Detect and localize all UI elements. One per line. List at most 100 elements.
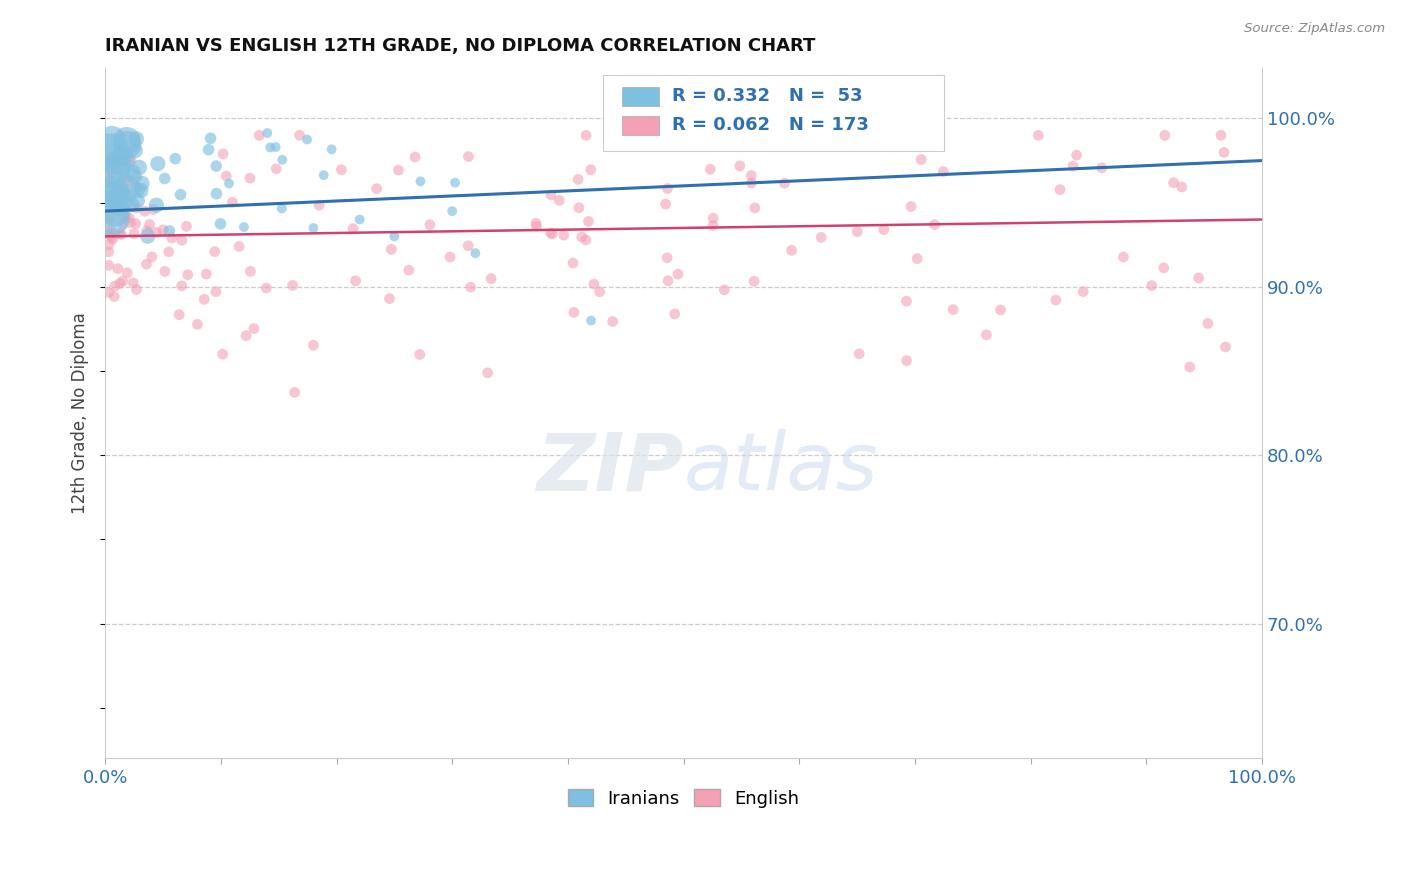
Point bbox=[657, 251, 679, 265]
Point bbox=[575, 233, 598, 247]
Point bbox=[114, 200, 136, 214]
Point bbox=[97, 212, 120, 227]
Point bbox=[1213, 145, 1236, 160]
Point bbox=[146, 156, 169, 170]
Point bbox=[103, 227, 125, 241]
Point bbox=[281, 278, 304, 293]
Point bbox=[302, 221, 325, 235]
Point bbox=[1209, 128, 1232, 143]
Point bbox=[932, 164, 955, 178]
Point bbox=[1066, 148, 1088, 162]
Point bbox=[112, 217, 135, 231]
Point bbox=[905, 252, 928, 266]
Point bbox=[728, 159, 751, 173]
Point bbox=[380, 243, 402, 257]
Point bbox=[176, 219, 198, 234]
Point bbox=[404, 150, 426, 164]
Point bbox=[540, 226, 562, 240]
Point bbox=[97, 285, 120, 300]
Point bbox=[247, 128, 270, 143]
Point bbox=[579, 313, 602, 327]
Point bbox=[157, 244, 180, 259]
Point bbox=[205, 285, 228, 299]
Point bbox=[110, 227, 132, 242]
Point bbox=[780, 244, 803, 258]
Legend: Iranians, English: Iranians, English bbox=[561, 781, 807, 815]
Point bbox=[104, 205, 127, 219]
Point bbox=[205, 186, 228, 201]
Point bbox=[97, 244, 120, 259]
Point bbox=[976, 327, 998, 342]
Point bbox=[873, 222, 896, 236]
Point bbox=[100, 145, 122, 159]
FancyBboxPatch shape bbox=[603, 75, 943, 151]
Point bbox=[384, 229, 406, 244]
Point bbox=[288, 128, 311, 143]
Point bbox=[460, 280, 482, 294]
Point bbox=[655, 128, 678, 143]
Point bbox=[271, 153, 294, 167]
Point bbox=[540, 188, 562, 202]
Point bbox=[97, 189, 120, 203]
Point bbox=[744, 201, 766, 215]
Point bbox=[97, 237, 120, 252]
Point bbox=[1171, 180, 1194, 194]
Point bbox=[541, 227, 564, 241]
Point bbox=[98, 173, 121, 187]
Point bbox=[186, 318, 208, 332]
Point bbox=[256, 126, 278, 140]
Point bbox=[115, 210, 138, 224]
Point bbox=[120, 153, 142, 168]
Point bbox=[100, 187, 122, 202]
Point bbox=[205, 159, 228, 173]
Point bbox=[524, 216, 547, 230]
Point bbox=[846, 225, 869, 239]
Point bbox=[457, 150, 479, 164]
Point bbox=[810, 230, 832, 244]
Point bbox=[111, 274, 134, 288]
Point bbox=[243, 321, 266, 335]
Point bbox=[378, 292, 401, 306]
Text: atlas: atlas bbox=[683, 429, 879, 508]
Point bbox=[100, 211, 122, 226]
Point bbox=[101, 133, 124, 147]
Point bbox=[1153, 128, 1175, 143]
Point bbox=[464, 246, 486, 260]
Point bbox=[295, 132, 318, 146]
Point bbox=[990, 302, 1012, 317]
Point bbox=[100, 153, 122, 168]
Point bbox=[896, 353, 918, 368]
Point bbox=[153, 171, 176, 186]
Point bbox=[654, 197, 676, 211]
Point bbox=[211, 347, 233, 361]
Point bbox=[848, 347, 870, 361]
Point bbox=[193, 293, 215, 307]
Point bbox=[107, 261, 129, 276]
Point bbox=[107, 153, 129, 168]
Point bbox=[1215, 340, 1237, 354]
Point bbox=[100, 230, 122, 244]
Point bbox=[122, 276, 145, 290]
Point bbox=[1197, 317, 1219, 331]
Point bbox=[579, 162, 602, 177]
Point bbox=[284, 385, 307, 400]
Point bbox=[254, 281, 277, 295]
Point bbox=[128, 161, 150, 175]
Point bbox=[942, 302, 965, 317]
Point bbox=[200, 131, 222, 145]
Point bbox=[170, 278, 193, 293]
Point bbox=[702, 219, 724, 233]
Point bbox=[141, 250, 163, 264]
Point bbox=[419, 218, 441, 232]
Point bbox=[124, 144, 146, 158]
Point bbox=[120, 215, 142, 229]
Point bbox=[366, 182, 388, 196]
Point bbox=[924, 218, 946, 232]
Point bbox=[738, 128, 761, 143]
Point bbox=[409, 174, 432, 188]
Point bbox=[568, 201, 591, 215]
Point bbox=[97, 258, 120, 272]
Point bbox=[553, 228, 575, 243]
Point bbox=[115, 153, 138, 168]
Point bbox=[526, 219, 548, 234]
